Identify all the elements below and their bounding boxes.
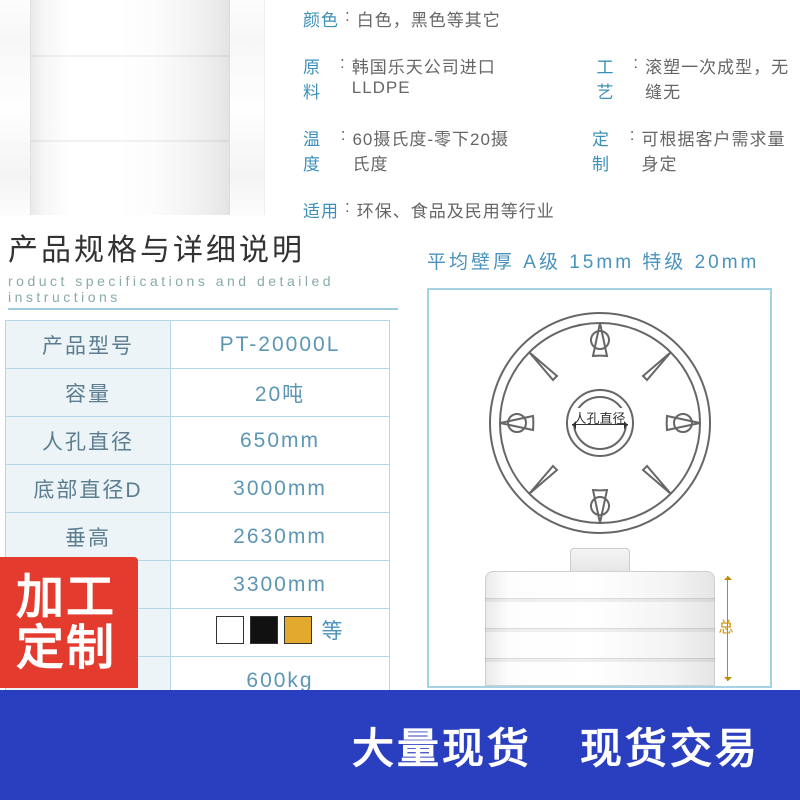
- badge-line2: 定制: [16, 624, 116, 674]
- tank-ridge: [485, 628, 715, 632]
- spec-label: 容量: [6, 369, 171, 417]
- attr-label: 定制: [592, 125, 624, 175]
- spec-value: 2630mm: [171, 513, 390, 561]
- tank-ridge: [485, 658, 715, 662]
- spec-label: 人孔直径: [6, 417, 171, 465]
- attr-value: 白色，黑色等其它: [357, 6, 501, 31]
- attributes-panel: 颜色: 白色，黑色等其它 原料: 韩国乐天公司进口LLDPE 工艺: 滚塑一次成…: [265, 0, 800, 215]
- bottom-banner: 大量现货 现货交易: [0, 690, 800, 800]
- attr-temperature: 温度: 60摄氏度-零下20摄氏度: [303, 125, 522, 175]
- spec-label: 垂高: [6, 513, 171, 561]
- tank-side-view-diagram: 总: [470, 546, 730, 686]
- spec-color-swatches: 等: [171, 609, 390, 657]
- table-row: 容量20吨: [6, 369, 390, 417]
- promo-badge: 加工 定制: [0, 557, 138, 688]
- slogan-left: 大量现货: [352, 715, 532, 776]
- attr-custom: 定制: 可根据客户需求量身定: [592, 125, 800, 175]
- color-swatch: [284, 616, 312, 644]
- section-title: 产品规格与详细说明: [8, 225, 405, 269]
- spec-value: 3300mm: [171, 561, 390, 609]
- spec-value: 3000mm: [171, 465, 390, 513]
- table-row: 底部直径D3000mm: [6, 465, 390, 513]
- attr-label: 温度: [303, 125, 335, 175]
- tank-photo-body: [30, 0, 230, 215]
- attr-color: 颜色: 白色，黑色等其它: [303, 6, 501, 31]
- attr-value: 可根据客户需求量身定: [641, 125, 800, 175]
- spec-label: 产品型号: [6, 321, 171, 369]
- section-subtitle: roduct specifications and detailed instr…: [8, 269, 398, 310]
- table-row: 产品型号PT-20000L: [6, 321, 390, 369]
- attr-label: 原料: [303, 53, 334, 103]
- color-swatch: [250, 616, 278, 644]
- swatch-suffix: 等: [322, 615, 345, 645]
- spec-value: 650mm: [171, 417, 390, 465]
- spec-label: 底部直径D: [6, 465, 171, 513]
- thickness-text: 平均壁厚 A级 15mm 特级 20mm: [427, 247, 800, 274]
- badge-line1: 加工: [16, 573, 116, 623]
- color-swatch: [216, 616, 244, 644]
- section-heading: 产品规格与详细说明 roduct specifications and deta…: [0, 215, 405, 310]
- attr-label: 颜色: [303, 6, 339, 31]
- attr-value: 60摄氏度-零下20摄氏度: [352, 125, 522, 175]
- diagram-box: 人孔直径 总: [427, 288, 772, 688]
- table-row: 人孔直径650mm: [6, 417, 390, 465]
- spec-value: 20吨: [171, 369, 390, 417]
- tank-ridge: [485, 598, 715, 602]
- attr-value: 韩国乐天公司进口LLDPE: [352, 53, 527, 103]
- attr-label: 工艺: [596, 53, 627, 103]
- table-row: 垂高2630mm: [6, 513, 390, 561]
- height-dim-label: 总: [715, 619, 736, 636]
- manhole-dim-arrow: [572, 424, 628, 425]
- attr-material: 原料: 韩国乐天公司进口LLDPE: [303, 53, 526, 103]
- attr-value: 滚塑一次成型，无缝无: [645, 53, 800, 103]
- slogan-right: 现货交易: [580, 715, 760, 776]
- product-photo: [0, 0, 265, 215]
- attr-process: 工艺: 滚塑一次成型，无缝无: [596, 53, 800, 103]
- tank-lid: [570, 548, 630, 572]
- spec-value: PT-20000L: [171, 321, 390, 369]
